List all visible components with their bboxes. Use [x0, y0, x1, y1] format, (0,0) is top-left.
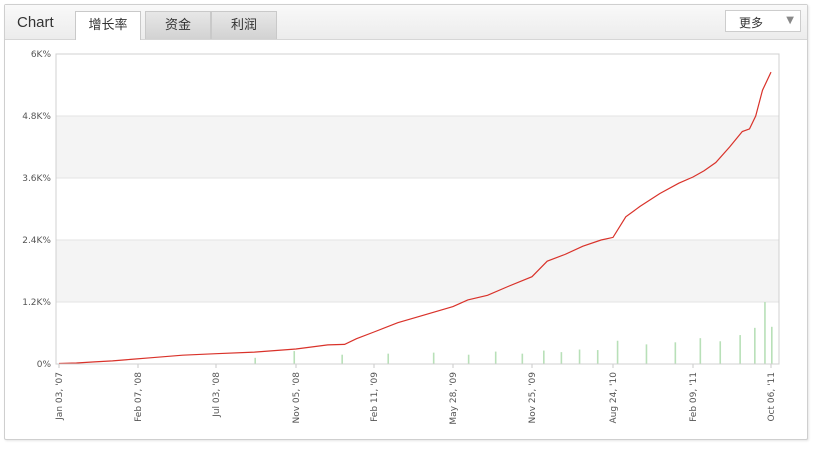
volume-bar	[739, 335, 741, 364]
volume-bar	[645, 344, 648, 364]
panel-title: Chart	[17, 14, 54, 31]
x-tick-label: Jan 03, '07	[55, 372, 65, 421]
grid-band	[56, 116, 779, 178]
volume-bar	[616, 340, 619, 364]
more-dropdown[interactable]: 更多 ▼	[725, 10, 801, 32]
plot-area	[55, 53, 780, 365]
y-tick-label: 3.6K%	[22, 174, 51, 184]
volume-bar	[699, 338, 702, 364]
volume-bar	[387, 353, 390, 364]
x-tick-label: Feb 11, '09	[370, 372, 380, 422]
volume-bar	[754, 327, 756, 364]
more-label: 更多	[739, 16, 764, 30]
grid-band	[56, 240, 779, 302]
volume-bar	[771, 326, 773, 364]
x-tick-label: May 28, '09	[449, 372, 459, 425]
tab-profit[interactable]: 利润	[211, 11, 277, 39]
x-tick-label: Jul 03, '08	[212, 372, 222, 418]
volume-bar	[719, 341, 722, 364]
tab-funds[interactable]: 资金	[145, 11, 211, 39]
volume-bar	[543, 350, 545, 364]
y-tick-label: 6K%	[31, 50, 52, 60]
y-tick-label: 4.8K%	[22, 112, 51, 122]
x-tick-label: Feb 09, '11	[689, 372, 699, 422]
volume-bar	[674, 342, 677, 364]
y-tick-label: 2.4K%	[22, 236, 51, 246]
x-tick-label: Feb 07, '08	[134, 372, 144, 422]
volume-bar	[521, 353, 524, 364]
volume-bar	[254, 357, 256, 364]
volume-bar	[596, 350, 599, 364]
x-tick-label: Nov 25, '09	[528, 372, 538, 424]
chevron-down-icon: ▼	[786, 15, 794, 26]
volume-bar	[467, 354, 470, 364]
volume-bar	[764, 302, 766, 364]
volume-bar	[432, 352, 435, 364]
x-tick-label: Aug 24, '10	[609, 372, 619, 424]
growth-line	[58, 71, 772, 365]
x-tick-label: Oct 06, '11	[767, 372, 777, 422]
y-tick-label: 0%	[37, 360, 52, 370]
y-tick-label: 1.2K%	[22, 298, 51, 308]
chart-header: Chart 增长率 资金 利润 更多 ▼	[5, 5, 807, 40]
tab-growth-rate[interactable]: 增长率	[75, 11, 141, 40]
volume-bar	[494, 351, 497, 364]
volume-bar	[293, 351, 296, 364]
volume-bar	[341, 354, 343, 364]
x-tick-label: Nov 05, '08	[292, 372, 302, 424]
volume-bar	[560, 352, 563, 364]
volume-bar	[578, 349, 581, 364]
